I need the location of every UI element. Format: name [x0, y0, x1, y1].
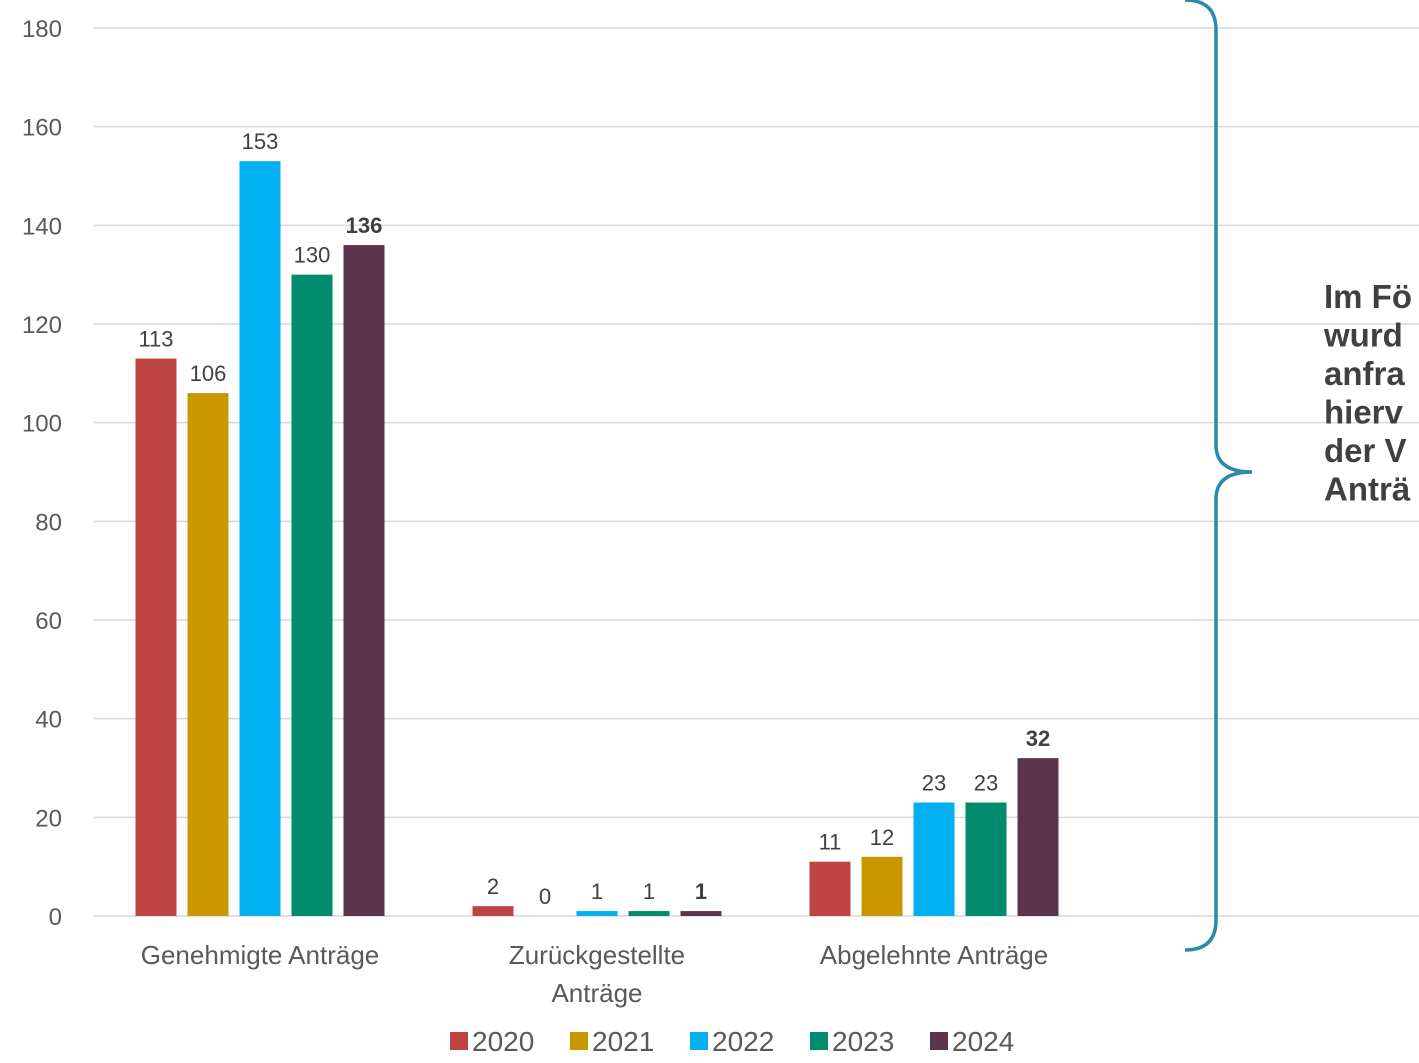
category-label: Genehmigte Anträge: [141, 940, 380, 970]
y-tick-label: 140: [22, 213, 62, 240]
y-tick-label: 80: [35, 509, 62, 536]
y-tick-label: 160: [22, 115, 62, 142]
bar: [187, 393, 229, 917]
data-label: 32: [1026, 726, 1050, 751]
data-label: 153: [242, 129, 279, 154]
y-tick-label: 120: [22, 312, 62, 339]
legend-label: 2023: [832, 1026, 894, 1057]
data-label: 106: [190, 361, 227, 386]
bar: [1017, 758, 1059, 916]
y-tick-label: 60: [35, 608, 62, 635]
legend-label: 2022: [712, 1026, 774, 1057]
bar: [965, 802, 1007, 916]
side-note-line: Im Fö: [1324, 278, 1412, 315]
y-tick-label: 180: [22, 16, 62, 43]
category-label: Anträge: [551, 978, 642, 1008]
data-label: 130: [294, 243, 331, 268]
data-label: 23: [922, 771, 946, 796]
y-tick-label: 100: [22, 411, 62, 438]
bar: [135, 358, 177, 916]
legend-label: 2020: [472, 1026, 534, 1057]
legend-swatch: [690, 1032, 708, 1050]
legend: 2020 2021 2022 2023 2024: [450, 1026, 1014, 1057]
data-label: 1: [591, 879, 603, 904]
data-label: 1: [643, 879, 655, 904]
bar: [472, 906, 514, 916]
side-note-line: Anträ: [1324, 471, 1411, 508]
data-label: 11: [819, 830, 842, 855]
legend-swatch: [930, 1032, 948, 1050]
legend-swatch: [810, 1032, 828, 1050]
bar: [913, 802, 955, 916]
y-axis-ticks: 0 20 40 60 80 100 120 140 160 180: [22, 16, 62, 931]
data-label: 113: [138, 327, 173, 352]
data-label: 136: [346, 213, 383, 238]
side-note-line: hierv: [1324, 394, 1404, 431]
bar: [861, 856, 903, 916]
y-tick-label: 20: [35, 805, 62, 832]
data-label: 0: [539, 884, 551, 909]
y-tick-label: 0: [49, 904, 62, 931]
data-label: 1: [695, 879, 707, 904]
data-label: 23: [974, 771, 998, 796]
category-labels: Genehmigte Anträge Zurückgestellte Anträge…: [141, 940, 1048, 1008]
data-label: 12: [870, 825, 894, 850]
y-tick-label: 40: [35, 707, 62, 734]
bar: [680, 911, 722, 916]
legend-label: 2021: [592, 1026, 654, 1057]
curly-bracket: [1184, 0, 1253, 952]
bar: [343, 245, 385, 917]
category-label: Abgelehnte Anträge: [820, 940, 1048, 970]
side-note-line: anfra: [1324, 355, 1405, 392]
category-label: Zurückgestellte: [509, 940, 685, 970]
bar: [628, 911, 670, 916]
data-label: 2: [487, 874, 499, 899]
bar: [809, 861, 851, 916]
legend-swatch: [570, 1032, 588, 1050]
side-note-line: der V: [1324, 432, 1407, 469]
side-note-line: wurd: [1323, 317, 1403, 354]
bars: [135, 161, 1059, 917]
bar: [291, 274, 333, 917]
bar: [576, 911, 618, 916]
legend-swatch: [450, 1032, 468, 1050]
legend-label: 2024: [952, 1026, 1014, 1057]
bar: [239, 161, 281, 916]
